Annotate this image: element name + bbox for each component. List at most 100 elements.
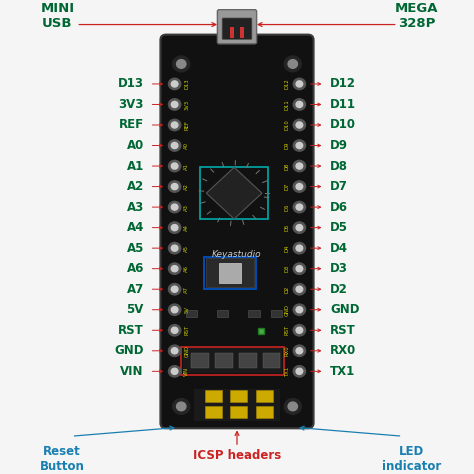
Text: VIN: VIN: [120, 365, 144, 378]
Text: D4: D4: [284, 245, 290, 252]
Text: A4: A4: [127, 221, 144, 234]
Circle shape: [293, 325, 306, 336]
Bar: [255, 406, 273, 418]
Text: D13: D13: [118, 77, 144, 91]
Circle shape: [171, 225, 178, 231]
Circle shape: [168, 99, 181, 110]
Text: GND: GND: [184, 345, 190, 357]
Text: REF: REF: [184, 120, 190, 130]
Circle shape: [173, 399, 190, 414]
Text: TX1: TX1: [330, 365, 356, 378]
Text: D3: D3: [330, 262, 348, 275]
Bar: [230, 406, 247, 418]
Circle shape: [168, 365, 181, 377]
Text: LED
indicator: LED indicator: [382, 445, 441, 473]
Circle shape: [293, 263, 306, 274]
Circle shape: [168, 243, 181, 254]
Bar: [206, 258, 254, 287]
Text: D3: D3: [284, 265, 290, 272]
Circle shape: [171, 245, 178, 251]
Bar: [239, 353, 256, 368]
Circle shape: [171, 101, 178, 108]
Circle shape: [171, 368, 178, 374]
Text: D9: D9: [284, 142, 290, 149]
Circle shape: [168, 263, 181, 274]
Text: D7: D7: [330, 180, 348, 193]
Text: D5: D5: [330, 221, 348, 234]
Text: A3: A3: [184, 204, 190, 210]
Text: RST: RST: [118, 324, 144, 337]
Text: RST: RST: [184, 325, 190, 336]
Text: Reset
Button: Reset Button: [40, 445, 84, 473]
Text: RX0: RX0: [284, 346, 290, 356]
Circle shape: [296, 245, 303, 251]
Bar: [230, 390, 247, 402]
Bar: [205, 390, 222, 402]
Circle shape: [171, 307, 178, 313]
Circle shape: [171, 81, 178, 87]
Text: D5: D5: [284, 224, 290, 231]
Text: MEGA
328P: MEGA 328P: [395, 2, 438, 30]
Circle shape: [296, 122, 303, 128]
Circle shape: [296, 368, 303, 374]
Circle shape: [171, 122, 178, 128]
Text: D11: D11: [330, 98, 356, 111]
Text: 5V: 5V: [127, 303, 144, 316]
Circle shape: [168, 119, 181, 131]
Text: 3V3: 3V3: [184, 100, 190, 109]
Circle shape: [168, 181, 181, 192]
Circle shape: [293, 201, 306, 213]
Circle shape: [288, 60, 298, 68]
Circle shape: [171, 348, 178, 354]
Text: ICSP headers: ICSP headers: [193, 449, 281, 462]
Bar: [204, 256, 256, 289]
Polygon shape: [206, 167, 262, 219]
Circle shape: [288, 402, 298, 411]
Circle shape: [168, 78, 181, 90]
Text: D12: D12: [284, 79, 290, 89]
Circle shape: [176, 60, 186, 68]
Circle shape: [293, 365, 306, 377]
Circle shape: [171, 265, 178, 272]
FancyBboxPatch shape: [222, 18, 252, 39]
Bar: [215, 353, 233, 368]
Circle shape: [168, 160, 181, 172]
Bar: [258, 328, 264, 334]
Circle shape: [168, 201, 181, 213]
Bar: [219, 263, 241, 283]
Text: D7: D7: [284, 183, 290, 190]
Circle shape: [296, 286, 303, 292]
Circle shape: [293, 304, 306, 315]
Circle shape: [176, 402, 186, 411]
Circle shape: [296, 143, 303, 148]
Text: D9: D9: [330, 139, 348, 152]
Circle shape: [171, 204, 178, 210]
Bar: [201, 167, 268, 219]
Circle shape: [293, 243, 306, 254]
Circle shape: [296, 327, 303, 333]
Text: 5V: 5V: [184, 306, 190, 313]
Circle shape: [296, 265, 303, 272]
Circle shape: [296, 101, 303, 108]
Circle shape: [168, 325, 181, 336]
Text: A6: A6: [184, 265, 190, 272]
Bar: [186, 310, 197, 318]
Text: VIN: VIN: [184, 367, 190, 376]
Text: A5: A5: [127, 242, 144, 255]
Text: D12: D12: [330, 77, 356, 91]
Text: D2: D2: [330, 283, 348, 296]
Text: A6: A6: [127, 262, 144, 275]
Text: Keyastudio: Keyastudio: [212, 250, 262, 259]
Text: D6: D6: [284, 203, 290, 211]
Text: D8: D8: [284, 163, 290, 170]
Bar: [205, 406, 222, 418]
Bar: [217, 310, 228, 318]
Text: A0: A0: [127, 139, 144, 152]
Circle shape: [171, 143, 178, 148]
Text: A5: A5: [184, 245, 190, 252]
Circle shape: [293, 222, 306, 233]
Text: GND: GND: [330, 303, 360, 316]
Circle shape: [293, 119, 306, 131]
Text: D11: D11: [284, 99, 290, 110]
Circle shape: [293, 181, 306, 192]
